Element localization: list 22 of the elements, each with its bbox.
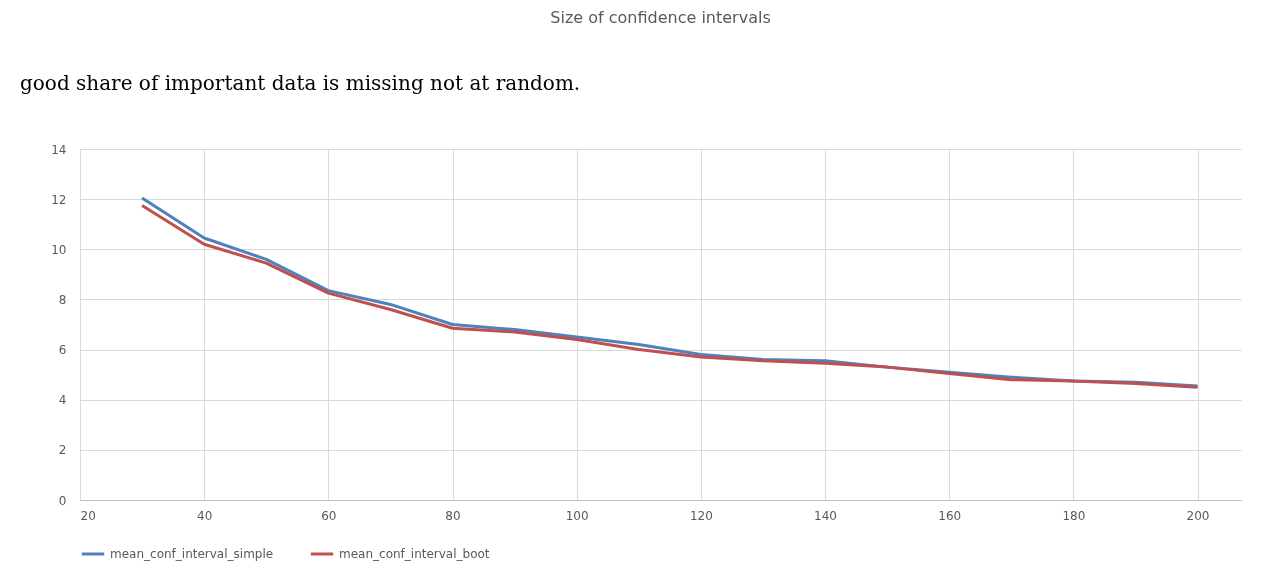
y-tick-label: 14: [51, 142, 67, 157]
y-tick-label: 12: [51, 192, 67, 207]
chart-title: Size of confidence intervals: [550, 8, 771, 27]
y-tick-label: 10: [51, 242, 67, 257]
y-tick-label: 4: [58, 393, 67, 408]
y-tick-label: 8: [58, 292, 67, 307]
x-tick-label: 40: [197, 508, 213, 523]
x-tick-label: 120: [689, 508, 713, 523]
x-tick-label: 20: [80, 508, 96, 523]
y-tick-label: 2: [58, 443, 67, 458]
x-tick-label: 200: [1186, 508, 1210, 523]
y-tick-label: 0: [58, 493, 67, 508]
x-tick-label: 140: [814, 508, 837, 523]
legend-label: mean_conf_interval_boot: [339, 547, 490, 561]
x-tick-label: 80: [445, 508, 461, 523]
x-tick-label: 60: [321, 508, 337, 523]
x-tick-label: 160: [938, 508, 962, 523]
legend-label: mean_conf_interval_simple: [110, 547, 274, 561]
text: good share of important data is missing not at random.: [20, 71, 581, 95]
x-tick-label: 180: [1062, 508, 1086, 523]
x-tick-label: 100: [565, 508, 589, 523]
y-tick-label: 6: [58, 343, 67, 358]
